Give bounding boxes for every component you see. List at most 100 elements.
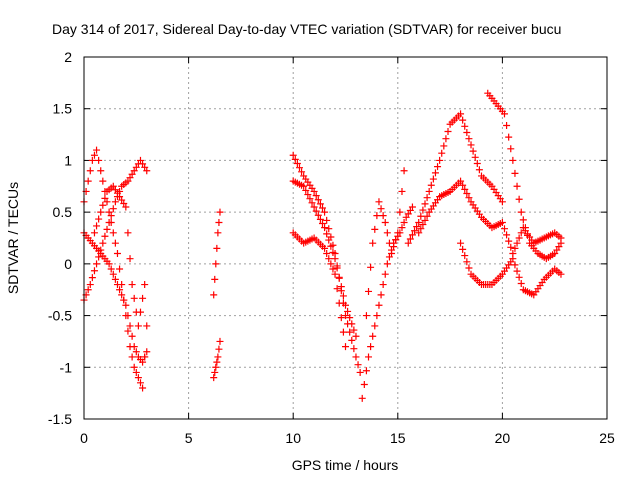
data-point [130, 294, 138, 302]
data-point [431, 169, 439, 177]
data-point [90, 267, 98, 275]
data-point [128, 353, 136, 361]
data-point [213, 358, 221, 366]
data-point [109, 270, 117, 278]
data-point [415, 229, 423, 237]
data-point [373, 312, 381, 320]
data-point [385, 239, 393, 247]
data-point [118, 281, 126, 289]
y-axis-label: SDTVAR / TECUs [5, 182, 21, 294]
data-point [107, 265, 115, 273]
data-point [213, 244, 221, 252]
data-point [132, 348, 140, 356]
data-point [400, 218, 408, 226]
data-point [291, 155, 299, 163]
data-point [557, 270, 565, 278]
data-point [381, 218, 389, 226]
data-point [515, 234, 523, 242]
data-point [134, 322, 142, 330]
data-point [342, 301, 349, 309]
data-point [95, 215, 103, 223]
data-point [333, 264, 341, 272]
data-point [358, 394, 366, 402]
y-tick-label: 2 [64, 49, 72, 65]
data-point [500, 225, 508, 233]
data-point [120, 296, 128, 304]
data-point [214, 229, 222, 237]
data-point [130, 363, 138, 371]
data-point [214, 353, 222, 361]
data-point [507, 145, 515, 153]
data-point [377, 205, 385, 213]
data-point [316, 215, 324, 223]
data-point [438, 149, 446, 157]
y-tick-label: 1.5 [53, 101, 73, 117]
data-point [90, 229, 98, 237]
data-point [97, 167, 105, 175]
data-point [419, 221, 427, 229]
series-sat-h [289, 177, 360, 340]
data-point [327, 242, 335, 250]
data-point [383, 260, 391, 268]
data-point [99, 239, 107, 247]
data-point [371, 225, 379, 233]
data-point [465, 135, 473, 143]
series-sat-c [80, 146, 151, 392]
data-point [465, 194, 473, 202]
data-point [346, 328, 354, 336]
data-point [122, 203, 130, 211]
y-tick-label: -1 [60, 359, 73, 375]
data-point [352, 332, 360, 340]
y-tick-label: -1.5 [48, 411, 72, 427]
data-point [116, 286, 124, 294]
data-point [95, 253, 103, 261]
data-point [111, 275, 119, 283]
data-point [517, 280, 525, 288]
data-point [105, 208, 113, 216]
data-point [95, 156, 103, 164]
y-tick-label: 0.5 [53, 204, 73, 220]
data-point [350, 345, 358, 353]
data-point [321, 244, 329, 252]
series-sat-n [457, 239, 565, 299]
data-point [333, 285, 341, 293]
data-point [375, 198, 383, 206]
data-point [134, 374, 142, 382]
data-point [210, 374, 218, 382]
data-point [373, 212, 381, 220]
data-point [371, 322, 379, 330]
data-point [128, 281, 136, 289]
data-point [394, 229, 402, 237]
data-point [84, 177, 92, 185]
x-tick-label: 5 [185, 430, 193, 446]
data-point [335, 299, 343, 307]
data-point [471, 153, 479, 161]
data-point [339, 292, 347, 300]
data-point [521, 224, 529, 232]
series-sat-l [404, 110, 506, 247]
data-point [335, 273, 343, 281]
data-point [331, 255, 339, 263]
data-point [215, 218, 223, 226]
chart-title: Day 314 of 2017, Sidereal Day-to-day VTE… [52, 21, 561, 37]
data-point [323, 230, 331, 238]
data-point [498, 218, 506, 226]
data-point [463, 190, 471, 198]
x-axis-label: GPS time / hours [292, 457, 399, 473]
data-point [408, 231, 416, 239]
data-point [423, 194, 431, 202]
data-point [461, 252, 469, 260]
data-point [122, 312, 130, 320]
data-point [505, 133, 513, 141]
data-point [88, 156, 96, 164]
data-point [139, 384, 147, 392]
data-point [362, 367, 370, 375]
x-tick-label: 25 [599, 430, 615, 446]
data-point [116, 265, 124, 273]
data-point [423, 212, 431, 220]
data-point [388, 250, 396, 258]
data-point [360, 381, 368, 389]
data-point [356, 368, 364, 376]
series-sat-o [484, 89, 565, 263]
data-point [143, 348, 151, 356]
